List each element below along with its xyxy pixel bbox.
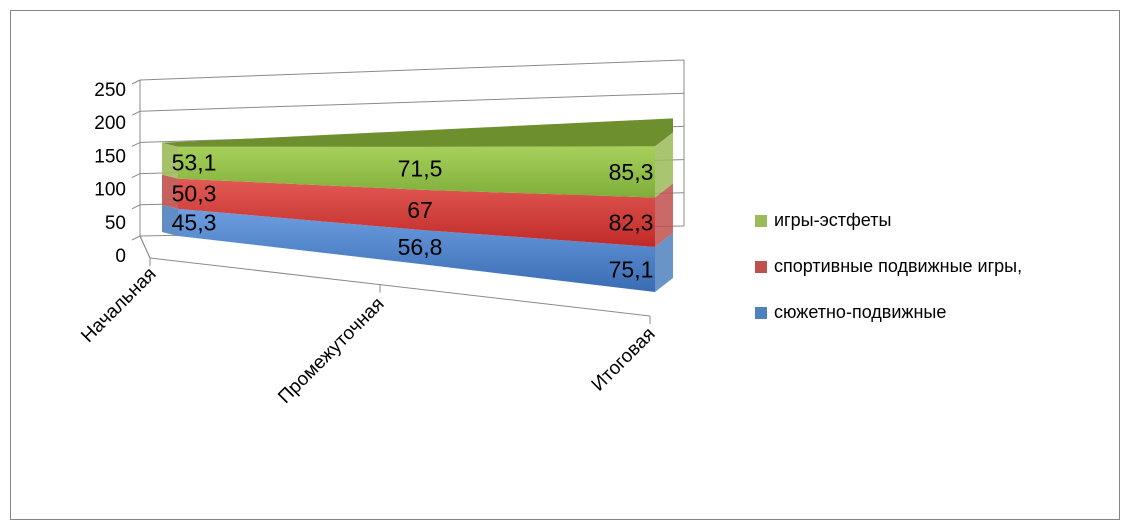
tick-mark-0 bbox=[131, 235, 141, 241]
legend-label-спортивные-подвижные-игры: спортивные подвижные игры, bbox=[774, 256, 1022, 276]
data-label-спортивные-подвижные-игры-2: 82,3 bbox=[609, 209, 654, 235]
series-side-игры-эстфеты bbox=[655, 132, 673, 198]
y-tick-label-100: 100 bbox=[94, 180, 126, 201]
series-side-спортивные-подвижные-игры bbox=[655, 183, 673, 247]
y-tick-label-250: 250 bbox=[94, 80, 126, 101]
data-label-игры-эстфеты-2: 85,3 bbox=[609, 159, 654, 185]
x-tick-label-0: Начальная bbox=[77, 264, 160, 347]
legend-label-игры-эстфеты: игры-эстфеты bbox=[774, 210, 891, 230]
series-left-side-игры-эстфеты bbox=[162, 142, 178, 179]
series-face-игры-эстфеты bbox=[178, 146, 655, 198]
tick-mark-50 bbox=[131, 204, 141, 210]
data-label-игры-эстфеты-0: 53,1 bbox=[172, 150, 217, 176]
side-edge bbox=[139, 235, 151, 259]
data-label-спортивные-подвижные-игры-1: 67 bbox=[407, 197, 433, 223]
data-label-сюжетно-подвижные-0: 45,3 bbox=[172, 209, 217, 235]
x-tick-label-2: Итоговая bbox=[588, 324, 660, 396]
gridline-200 bbox=[139, 92, 685, 112]
tick-mark-150 bbox=[131, 141, 141, 147]
data-label-спортивные-подвижные-игры-0: 50,3 bbox=[172, 181, 217, 207]
data-label-сюжетно-подвижные-1: 56,8 bbox=[398, 234, 443, 260]
y-tick-label-200: 200 bbox=[94, 113, 126, 134]
tick-mark-100 bbox=[131, 173, 141, 179]
legend-swatch-спортивные-подвижные-игры bbox=[755, 261, 767, 273]
series-left-side-сюжетно-подвижные bbox=[162, 204, 178, 236]
legend-label-сюжетно-подвижные: сюжетно-подвижные bbox=[774, 302, 946, 322]
series-face-спортивные-подвижные-игры bbox=[178, 178, 655, 247]
y-tick-label-0: 0 bbox=[115, 246, 126, 267]
y-tick-label-50: 50 bbox=[105, 213, 126, 234]
legend-swatch-сюжетно-подвижные bbox=[755, 307, 767, 319]
x-tick-label-1: Промежуточная bbox=[274, 294, 388, 408]
category-axis-line bbox=[149, 257, 651, 317]
legend-swatch-игры-эстфеты bbox=[755, 215, 767, 227]
series-left-side-спортивные-подвижные-игры bbox=[162, 174, 178, 209]
tick-mark-200 bbox=[131, 110, 141, 116]
series-face-сюжетно-подвижные bbox=[178, 208, 655, 292]
y-tick-label-150: 150 bbox=[94, 146, 126, 167]
data-label-сюжетно-подвижные-2: 75,1 bbox=[609, 256, 654, 282]
gridline-250 bbox=[139, 59, 685, 81]
top-surface bbox=[162, 118, 673, 147]
tick-mark-250 bbox=[131, 79, 141, 85]
data-label-игры-эстфеты-1: 71,5 bbox=[398, 155, 443, 181]
series-side-сюжетно-подвижные bbox=[655, 232, 673, 292]
